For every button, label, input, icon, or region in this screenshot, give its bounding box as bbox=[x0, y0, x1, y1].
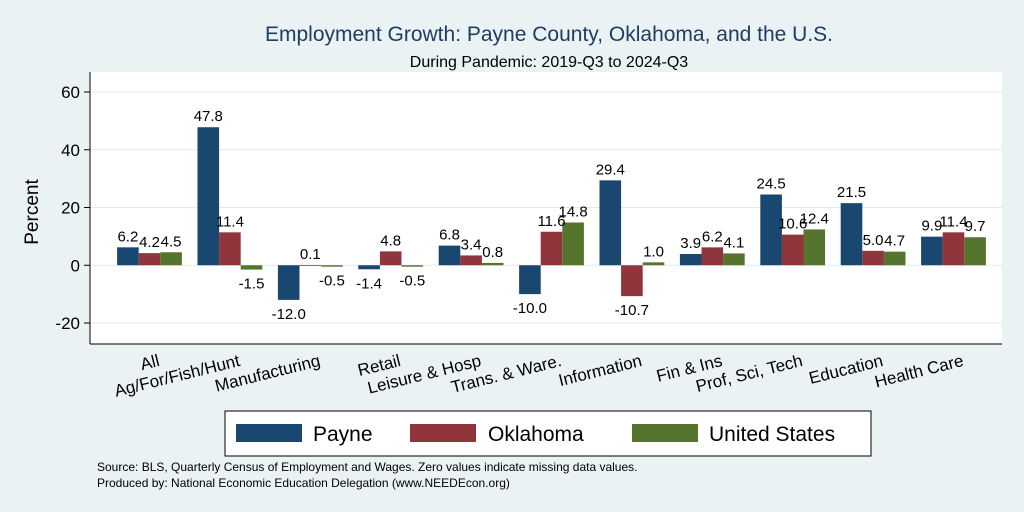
bar-oklahoma-7 bbox=[701, 247, 724, 266]
data-label-payne-10: 9.9 bbox=[921, 218, 942, 235]
legend-label-united-states: United States bbox=[709, 423, 835, 446]
legend-swatch-oklahoma bbox=[410, 424, 476, 442]
data-label-united-states-10: 9.7 bbox=[965, 218, 986, 235]
data-label-united-states-5: 14.8 bbox=[558, 204, 587, 221]
data-label-united-states-4: 0.8 bbox=[482, 244, 503, 261]
bar-united-states-2 bbox=[321, 265, 343, 267]
source-note: Source: BLS, Quarterly Census of Employm… bbox=[97, 460, 637, 474]
chart-title: Employment Growth: Payne County, Oklahom… bbox=[265, 23, 833, 46]
bar-payne-10 bbox=[921, 236, 943, 266]
bar-united-states-8 bbox=[803, 229, 826, 266]
bar-payne-1 bbox=[197, 127, 220, 266]
bar-payne-6 bbox=[599, 180, 622, 266]
bar-oklahoma-5 bbox=[540, 231, 563, 266]
producer-note: Produced by: National Economic Education… bbox=[97, 476, 510, 490]
bar-oklahoma-0 bbox=[138, 253, 161, 266]
bar-united-states-6 bbox=[642, 262, 665, 266]
data-label-oklahoma-2: 0.1 bbox=[300, 246, 321, 263]
bar-oklahoma-10 bbox=[942, 232, 965, 266]
data-label-oklahoma-0: 4.2 bbox=[139, 234, 160, 251]
data-label-payne-9: 21.5 bbox=[837, 184, 866, 201]
bar-united-states-0 bbox=[160, 252, 182, 266]
data-label-oklahoma-9: 5.0 bbox=[863, 232, 884, 249]
bar-united-states-9 bbox=[883, 251, 906, 266]
data-label-oklahoma-6: -10.7 bbox=[615, 302, 649, 319]
data-label-payne-3: -1.4 bbox=[356, 275, 382, 292]
data-label-oklahoma-7: 6.2 bbox=[702, 228, 723, 245]
bar-payne-0 bbox=[117, 247, 139, 266]
category-label-6: Information bbox=[557, 351, 644, 390]
data-label-payne-7: 3.9 bbox=[680, 235, 701, 252]
y-tick-label-3: 40 bbox=[61, 141, 80, 160]
category-label-9: Education bbox=[807, 351, 885, 388]
data-label-payne-2: -12.0 bbox=[272, 306, 306, 323]
data-label-oklahoma-1: 11.4 bbox=[216, 213, 244, 230]
y-tick-label-1: 0 bbox=[71, 256, 80, 275]
data-label-united-states-2: -0.5 bbox=[319, 273, 345, 290]
bar-oklahoma-9 bbox=[862, 250, 884, 266]
bar-oklahoma-8 bbox=[781, 234, 804, 266]
legend-label-oklahoma: Oklahoma bbox=[488, 423, 584, 446]
bar-united-states-5 bbox=[562, 222, 584, 266]
data-label-united-states-8: 12.4 bbox=[800, 210, 829, 227]
bar-united-states-10 bbox=[964, 237, 986, 266]
bar-oklahoma-2 bbox=[299, 264, 322, 266]
data-label-oklahoma-10: 11.4 bbox=[939, 213, 967, 230]
bar-payne-2 bbox=[277, 265, 300, 300]
bar-oklahoma-3 bbox=[379, 251, 402, 266]
y-tick-label-2: 20 bbox=[61, 199, 80, 218]
y-tick-label-0: -20 bbox=[55, 314, 80, 333]
bar-payne-9 bbox=[840, 203, 863, 266]
data-label-united-states-3: -0.5 bbox=[399, 273, 425, 290]
data-label-united-states-1: -1.5 bbox=[239, 276, 265, 293]
data-label-oklahoma-4: 3.4 bbox=[461, 236, 482, 253]
bar-united-states-4 bbox=[481, 262, 504, 266]
bar-payne-4 bbox=[438, 245, 461, 266]
data-label-oklahoma-5: 11.6 bbox=[537, 213, 565, 230]
data-label-payne-4: 6.8 bbox=[439, 227, 460, 244]
chart-subtitle: During Pandemic: 2019-Q3 to 2024-Q3 bbox=[410, 54, 688, 71]
category-label-10: Health Care bbox=[873, 351, 966, 391]
bar-payne-8 bbox=[760, 194, 782, 266]
bar-oklahoma-4 bbox=[460, 255, 482, 266]
legend-label-payne: Payne bbox=[313, 423, 373, 446]
data-label-united-states-0: 4.5 bbox=[161, 233, 182, 250]
data-label-payne-1: 47.8 bbox=[194, 108, 223, 125]
bar-oklahoma-1 bbox=[219, 232, 241, 266]
bar-united-states-1 bbox=[240, 265, 263, 270]
data-label-united-states-9: 4.7 bbox=[884, 233, 905, 250]
bar-payne-3 bbox=[358, 265, 380, 270]
bar-oklahoma-6 bbox=[621, 265, 643, 297]
data-label-oklahoma-8: 10.6 bbox=[778, 216, 807, 233]
bar-payne-7 bbox=[679, 253, 702, 266]
data-label-oklahoma-3: 4.8 bbox=[380, 232, 401, 249]
data-label-payne-5: -10.0 bbox=[513, 300, 547, 317]
category-label-0: All bbox=[138, 351, 161, 374]
legend-box bbox=[224, 410, 872, 457]
bar-united-states-3 bbox=[401, 265, 424, 267]
legend-swatch-united-states bbox=[632, 424, 698, 442]
bar-payne-5 bbox=[519, 265, 541, 295]
data-label-payne-8: 24.5 bbox=[756, 176, 785, 193]
data-label-united-states-7: 4.1 bbox=[723, 234, 744, 251]
y-tick-label-4: 60 bbox=[61, 83, 80, 102]
data-label-payne-0: 6.2 bbox=[117, 228, 138, 245]
bar-united-states-7 bbox=[723, 253, 745, 266]
data-label-payne-6: 29.4 bbox=[596, 161, 625, 178]
data-label-united-states-6: 1.0 bbox=[643, 243, 664, 260]
legend-swatch-payne bbox=[236, 424, 302, 442]
y-axis-label: Percent bbox=[22, 179, 43, 245]
